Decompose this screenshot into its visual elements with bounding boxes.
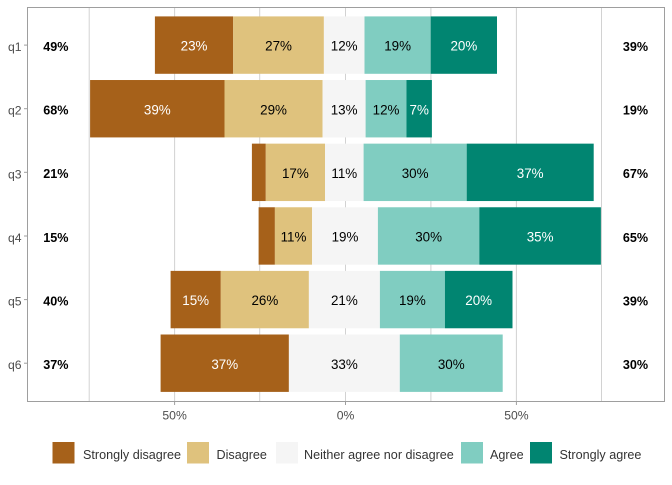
svg-text:39%: 39%	[144, 102, 171, 117]
svg-text:11%: 11%	[331, 166, 357, 181]
svg-text:30%: 30%	[415, 230, 442, 245]
svg-text:30%: 30%	[438, 357, 465, 372]
svg-text:21%: 21%	[43, 167, 68, 181]
svg-text:7%: 7%	[410, 102, 429, 117]
svg-text:19%: 19%	[623, 104, 648, 118]
svg-text:21%: 21%	[331, 293, 358, 308]
svg-text:35%: 35%	[527, 230, 554, 245]
svg-text:0%: 0%	[337, 408, 355, 422]
svg-text:12%: 12%	[373, 102, 400, 117]
svg-text:27%: 27%	[265, 39, 292, 54]
svg-text:Agree: Agree	[490, 448, 524, 462]
svg-text:Strongly agree: Strongly agree	[560, 448, 642, 462]
svg-text:13%: 13%	[331, 102, 358, 117]
svg-text:65%: 65%	[623, 231, 648, 245]
svg-text:q3: q3	[8, 167, 22, 181]
svg-text:50%: 50%	[504, 408, 529, 422]
svg-text:67%: 67%	[623, 167, 648, 181]
svg-text:19%: 19%	[384, 39, 411, 54]
svg-text:39%: 39%	[623, 294, 648, 308]
svg-text:26%: 26%	[251, 293, 278, 308]
svg-text:29%: 29%	[260, 102, 287, 117]
svg-text:15%: 15%	[43, 231, 68, 245]
svg-text:q1: q1	[8, 40, 22, 54]
svg-text:20%: 20%	[465, 293, 492, 308]
svg-text:19%: 19%	[332, 230, 359, 245]
svg-text:Neither agree nor disagree: Neither agree nor disagree	[304, 448, 454, 462]
svg-text:30%: 30%	[402, 166, 429, 181]
svg-text:12%: 12%	[331, 39, 358, 54]
svg-text:q5: q5	[8, 295, 22, 309]
svg-text:33%: 33%	[331, 357, 358, 372]
svg-text:20%: 20%	[450, 39, 477, 54]
svg-text:q6: q6	[8, 358, 22, 372]
svg-text:Disagree: Disagree	[217, 448, 267, 462]
svg-text:q2: q2	[8, 104, 22, 118]
svg-text:50%: 50%	[162, 408, 187, 422]
svg-text:30%: 30%	[623, 358, 648, 372]
svg-text:37%: 37%	[43, 358, 68, 372]
svg-text:17%: 17%	[282, 166, 309, 181]
svg-text:23%: 23%	[181, 39, 208, 54]
svg-text:19%: 19%	[399, 293, 426, 308]
svg-text:37%: 37%	[211, 357, 238, 372]
svg-text:q4: q4	[8, 231, 22, 245]
svg-text:11%: 11%	[281, 230, 307, 245]
svg-text:37%: 37%	[517, 166, 544, 181]
svg-text:49%: 49%	[43, 40, 68, 54]
svg-text:Strongly disagree: Strongly disagree	[83, 448, 181, 462]
svg-text:15%: 15%	[182, 293, 209, 308]
svg-text:68%: 68%	[43, 104, 68, 118]
svg-text:39%: 39%	[623, 40, 648, 54]
svg-text:40%: 40%	[43, 294, 68, 308]
